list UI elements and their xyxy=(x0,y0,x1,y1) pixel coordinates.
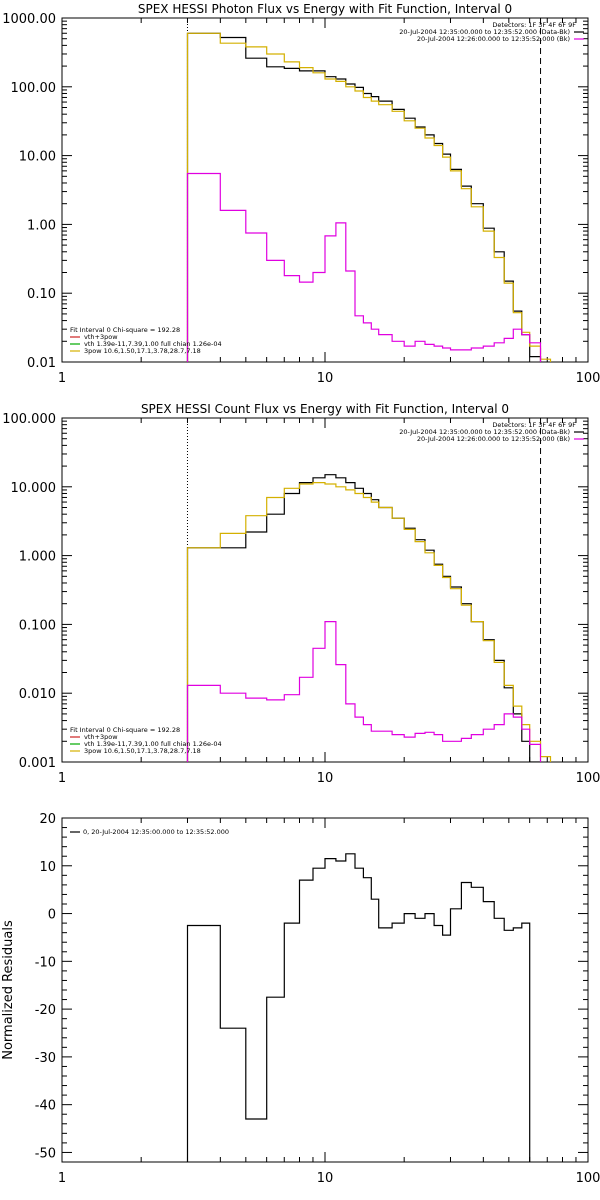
y-tick-label: 1.000 xyxy=(19,550,56,565)
x-tick-label: 1 xyxy=(58,371,66,386)
x-tick-label: 100 xyxy=(576,371,600,386)
y-axis-label: Normalized Residuals xyxy=(1,920,16,1060)
legend-top-right-entry: 20-Jul-2004 12:35:00.000 to 12:35:52.000… xyxy=(399,428,570,436)
y-tick-label: -30 xyxy=(35,1051,56,1066)
x-tick-label: 1 xyxy=(58,1171,66,1186)
axis-frame xyxy=(61,817,589,1163)
series-1-histogram xyxy=(186,32,552,362)
y-tick-label: -20 xyxy=(35,1003,56,1018)
legend-fit-summary: Fit Interval 0 Chi-square = 192.28 xyxy=(70,326,180,334)
legend-fit-summary: Fit Interval 0 Chi-square = 192.28 xyxy=(70,726,180,734)
chart-title: SPEX HESSI Count Flux vs Energy with Fit… xyxy=(141,402,509,416)
x-tick-label: 10 xyxy=(317,1171,334,1186)
legend-top-right-entry: Detectors: 1F 3F 4F 6F 9F xyxy=(492,21,576,29)
legend-top-right-entry: 20-Jul-2004 12:35:00.000 to 12:35:52.000… xyxy=(399,28,570,36)
y-tick-label: 1.00 xyxy=(27,218,56,233)
y-tick-label: 0.01 xyxy=(27,356,56,371)
axis-frame xyxy=(61,417,589,763)
chart-title: SPEX HESSI Photon Flux vs Energy with Fi… xyxy=(138,2,512,16)
y-tick-label: 10.00 xyxy=(19,150,56,165)
y-tick-label: 0.001 xyxy=(19,756,56,771)
legend-top-right-entry: Detectors: 1F 3F 4F 6F 9F xyxy=(492,421,576,429)
y-tick-label: 10 xyxy=(39,860,56,875)
legend-bottom-left-entry: vth 1.39e-11,7.39,1.00 full chian 1.26e-… xyxy=(84,340,222,348)
x-tick-label: 10 xyxy=(317,771,334,786)
x-tick-label: 1 xyxy=(58,771,66,786)
y-tick-label: 0.010 xyxy=(19,687,56,702)
y-tick-label: -40 xyxy=(35,1099,56,1114)
axis-frame xyxy=(61,17,589,363)
legend-top-right-entry: 20-Jul-2004 12:26:00.000 to 12:35:52.000… xyxy=(417,35,570,43)
y-tick-label: 100.000 xyxy=(2,412,56,427)
x-tick-label: 100 xyxy=(576,771,600,786)
y-tick-label: 1000.00 xyxy=(2,12,56,27)
y-tick-label: 10.000 xyxy=(11,481,57,496)
y-tick-label: 0.10 xyxy=(27,287,56,302)
y-tick-label: -50 xyxy=(35,1146,56,1161)
legend-bottom-left-entry: 3pow 10.6,1.50,17.1,3.78,28.7,7.18 xyxy=(84,747,201,755)
legend-bottom-left-entry: vth+3pow xyxy=(84,333,118,341)
y-tick-label: -10 xyxy=(35,955,56,970)
x-tick-label: 10 xyxy=(317,371,334,386)
legend-bottom-left-entry: vth+3pow xyxy=(84,733,118,741)
y-tick-label: 0 xyxy=(48,908,56,923)
series-2-histogram xyxy=(186,621,542,762)
y-tick-label: 20 xyxy=(39,812,56,827)
legend-top-left-entry: 0, 20-Jul-2004 12:35:00.000 to 12:35:52.… xyxy=(83,828,229,836)
legend-top-right-entry: 20-Jul-2004 12:26:00.000 to 12:35:52.000… xyxy=(417,435,570,443)
series-2-histogram xyxy=(186,172,542,362)
series-1-histogram xyxy=(186,482,552,762)
legend-bottom-left-entry: vth 1.39e-11,7.39,1.00 full chian 1.26e-… xyxy=(84,740,222,748)
legend-bottom-left-entry: 3pow 10.6,1.50,17.1,3.78,28.7,7.18 xyxy=(84,347,201,355)
series-0-histogram xyxy=(186,32,542,362)
y-tick-label: 0.100 xyxy=(19,618,56,633)
series-0-histogram xyxy=(186,853,531,1162)
y-tick-label: 100.00 xyxy=(11,81,57,96)
x-tick-label: 100 xyxy=(576,1171,600,1186)
